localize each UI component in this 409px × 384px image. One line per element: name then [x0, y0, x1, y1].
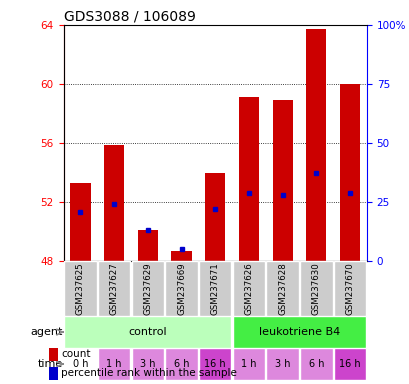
Bar — [64, 316, 231, 348]
Text: GSM237671: GSM237671 — [210, 262, 219, 315]
Bar — [232, 316, 365, 348]
Bar — [165, 261, 197, 316]
Bar — [299, 348, 332, 380]
Text: GSM237630: GSM237630 — [311, 262, 320, 315]
Text: time: time — [38, 359, 63, 369]
Text: 3 h: 3 h — [140, 359, 155, 369]
Bar — [306, 30, 326, 261]
Bar — [232, 348, 265, 380]
Text: 16 h: 16 h — [204, 359, 225, 369]
Bar — [49, 367, 58, 380]
Text: 6 h: 6 h — [173, 359, 189, 369]
Text: GSM237625: GSM237625 — [76, 262, 85, 315]
Text: 1 h: 1 h — [240, 359, 256, 369]
Bar — [98, 261, 130, 316]
Bar — [171, 251, 191, 261]
Bar — [333, 261, 365, 316]
Bar — [104, 144, 124, 261]
Text: GSM237628: GSM237628 — [277, 262, 286, 315]
Text: 0 h: 0 h — [72, 359, 88, 369]
Text: control: control — [128, 327, 167, 337]
Bar — [333, 348, 365, 380]
Bar — [64, 261, 97, 316]
Bar — [199, 261, 231, 316]
Text: GSM237627: GSM237627 — [109, 262, 118, 315]
Bar — [199, 348, 231, 380]
Bar — [131, 348, 164, 380]
Bar — [238, 97, 258, 261]
Bar — [98, 348, 130, 380]
Text: GSM237629: GSM237629 — [143, 262, 152, 315]
Bar — [204, 173, 225, 261]
Text: agent: agent — [30, 327, 63, 337]
Text: count: count — [61, 349, 91, 359]
Bar — [131, 261, 164, 316]
Text: GDS3088 / 106089: GDS3088 / 106089 — [63, 10, 195, 24]
Text: leukotriene B4: leukotriene B4 — [258, 327, 339, 337]
Text: 3 h: 3 h — [274, 359, 290, 369]
Bar — [137, 230, 157, 261]
Bar — [272, 100, 292, 261]
Bar — [232, 261, 265, 316]
Bar — [64, 348, 97, 380]
Bar — [266, 261, 298, 316]
Bar — [49, 348, 58, 361]
Text: GSM237626: GSM237626 — [244, 262, 253, 315]
Text: 1 h: 1 h — [106, 359, 121, 369]
Text: percentile rank within the sample: percentile rank within the sample — [61, 368, 237, 379]
Text: 16 h: 16 h — [339, 359, 360, 369]
Bar — [70, 183, 90, 261]
Bar — [339, 84, 360, 261]
Text: 6 h: 6 h — [308, 359, 324, 369]
Text: GSM237670: GSM237670 — [345, 262, 354, 315]
Bar — [299, 261, 332, 316]
Bar — [165, 348, 197, 380]
Bar — [266, 348, 298, 380]
Text: GSM237669: GSM237669 — [177, 262, 186, 315]
